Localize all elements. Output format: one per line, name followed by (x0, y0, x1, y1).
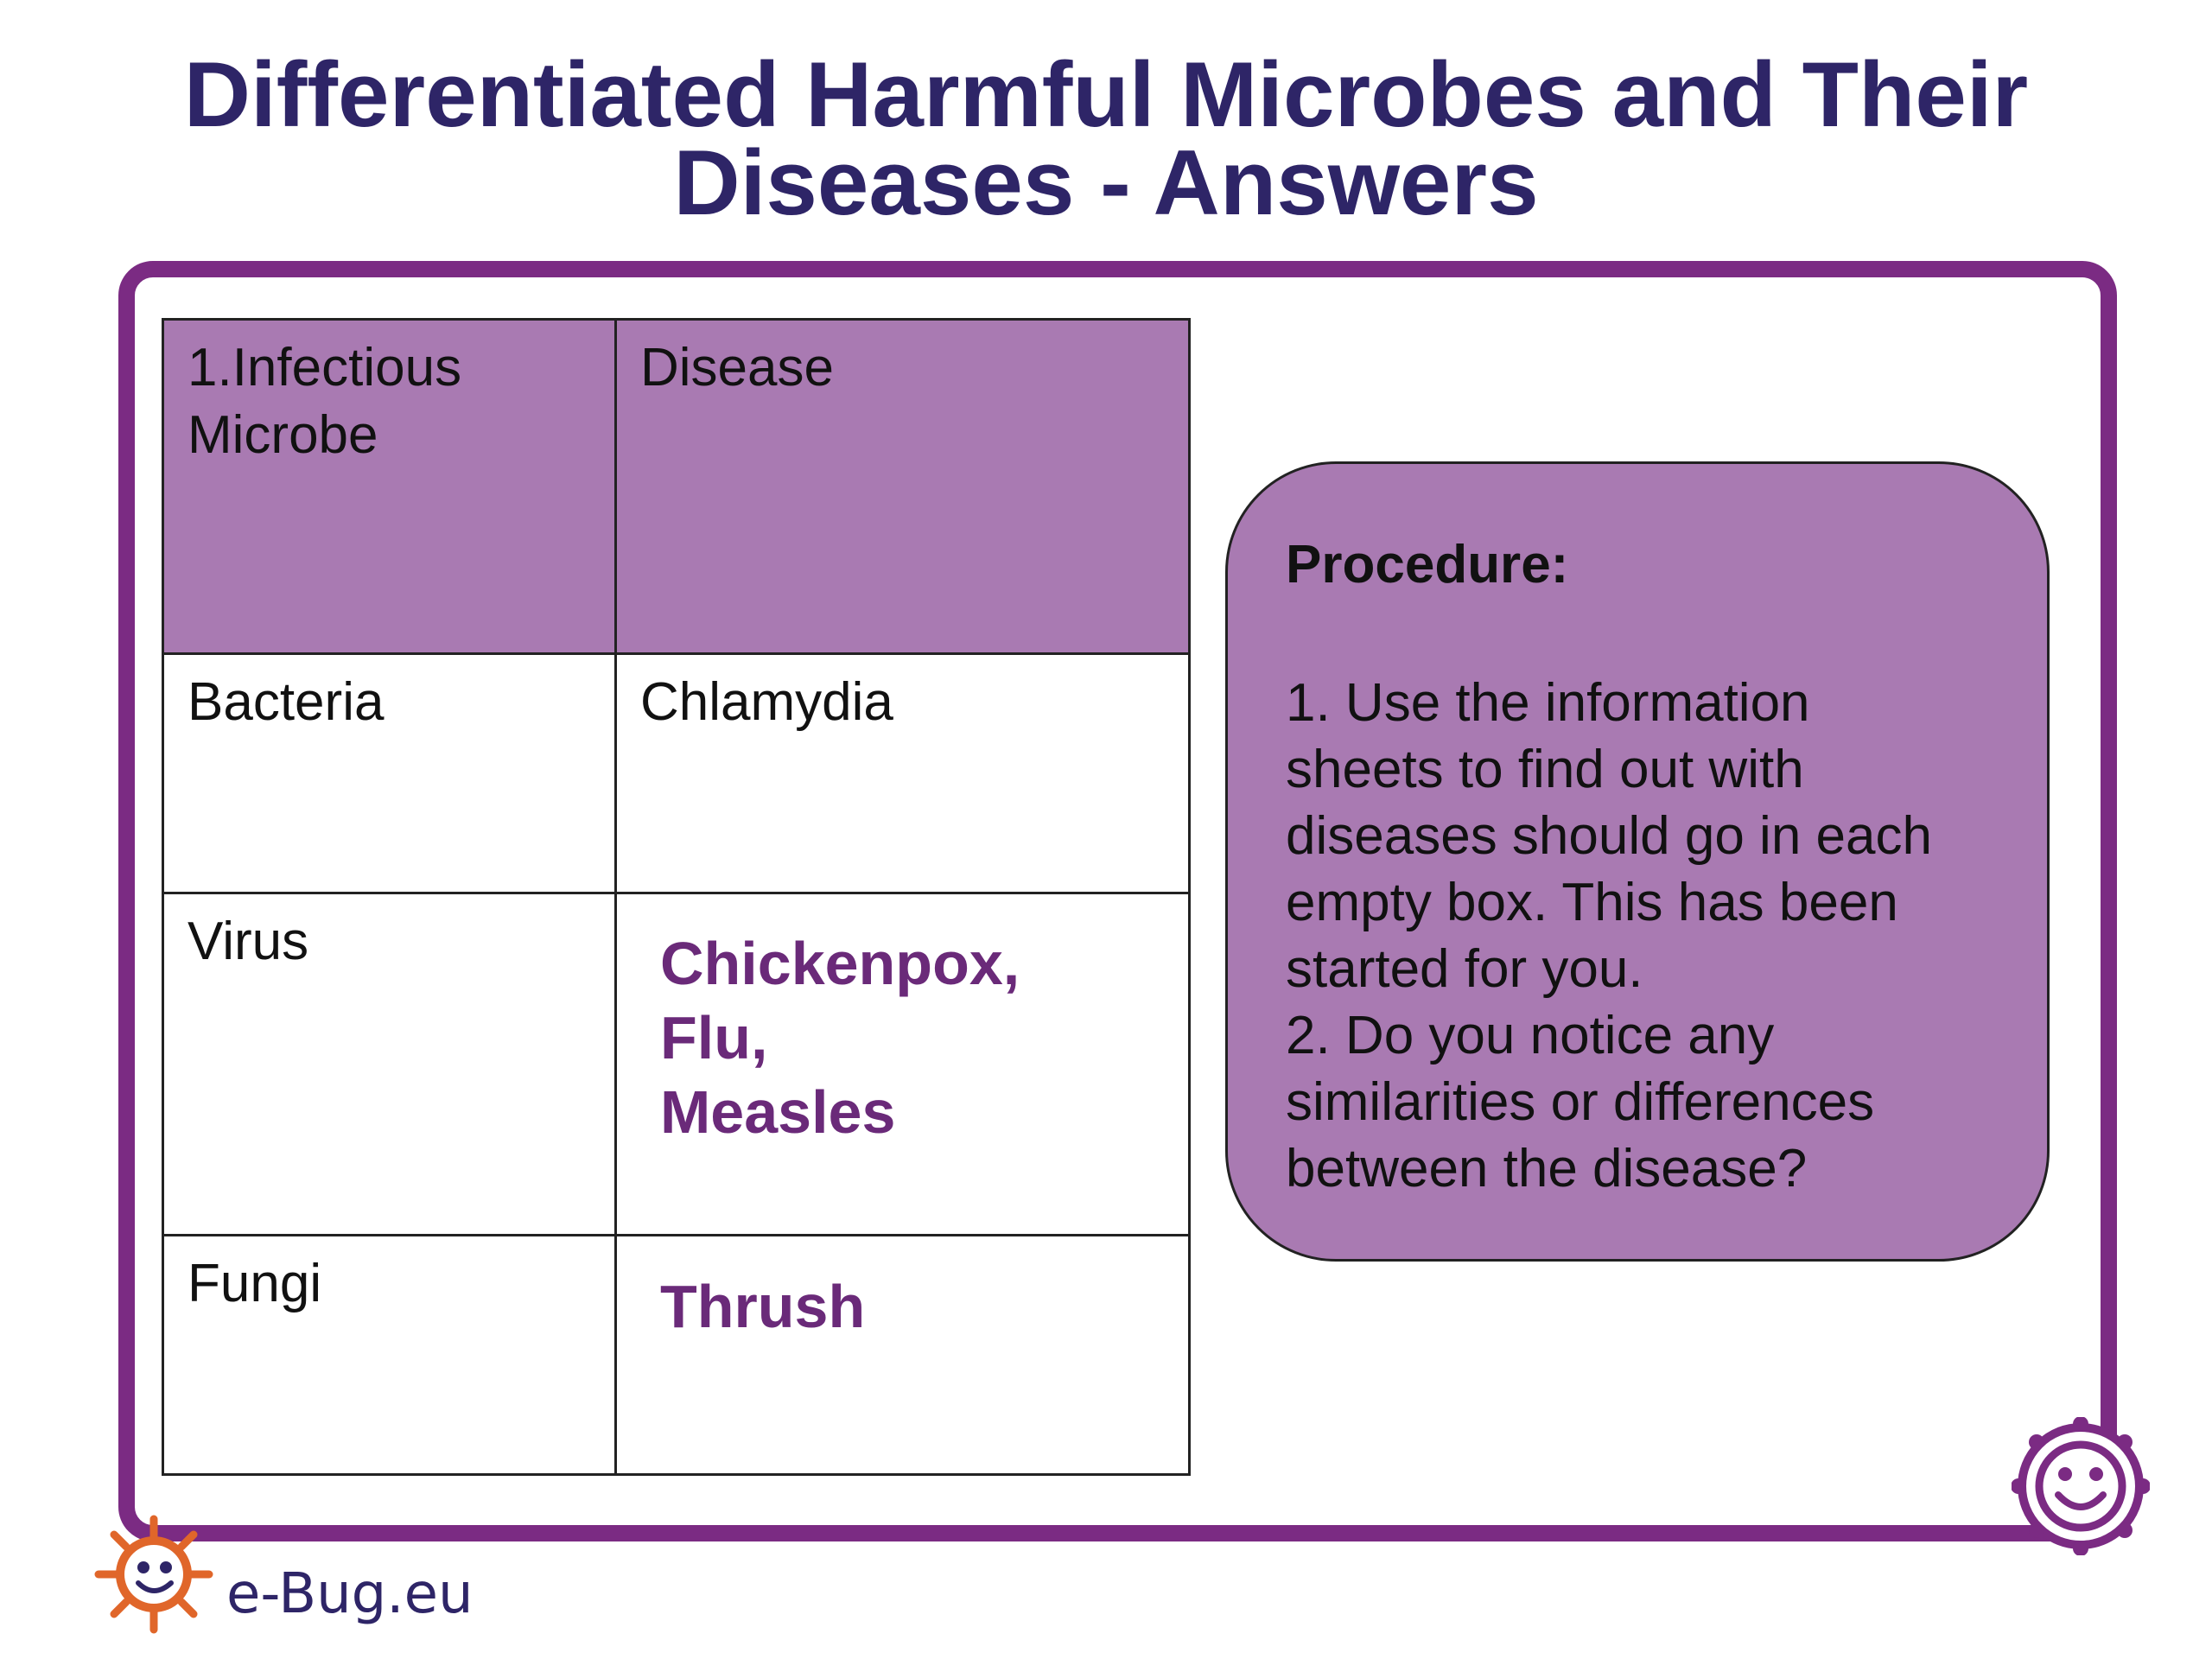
microbe-label: Virus (188, 912, 309, 971)
table-row: Fungi Thrush (162, 1234, 1191, 1476)
procedure-body: 1. Use the information sheets to find ou… (1286, 673, 1932, 1198)
procedure-title: Procedure: (1286, 535, 1569, 594)
table-row: Virus Chickenpox, Flu, Measles (162, 892, 1191, 1236)
answer-line: Chickenpox, (660, 930, 1020, 997)
header-cell-microbe: 1.Infectious Microbe (162, 318, 617, 655)
microbe-cell: Fungi (162, 1234, 617, 1476)
microbe-cell: Virus (162, 892, 617, 1236)
content-frame (118, 261, 2117, 1541)
microbe-label: Fungi (188, 1254, 322, 1313)
header-label-disease: Disease (640, 338, 834, 397)
answer-cell: Chickenpox, Flu, Measles (614, 892, 1191, 1236)
microbe-label: Bacteria (188, 672, 385, 732)
page-title: Differentiated Harmful Microbes and Thei… (0, 42, 2212, 234)
microbe-disease-table: 1.Infectious Microbe Disease Bacteria Ch… (162, 318, 1191, 1476)
answer-line: Thrush (660, 1273, 866, 1340)
header-label-microbe: 1.Infectious Microbe (188, 338, 462, 465)
ebug-logo-text: e-Bug.eu (226, 1562, 474, 1626)
disease-cell: Chlamydia (614, 652, 1191, 894)
procedure-box: Procedure: 1. Use the information sheets… (1225, 461, 2050, 1262)
answer-text: Chickenpox, Flu, Measles (660, 926, 1179, 1149)
ebug-logo-icon (94, 1515, 213, 1634)
title-line-2: Diseases - Answers (673, 130, 1539, 234)
answer-line: Measles (660, 1078, 896, 1146)
title-line-1: Differentiated Harmful Microbes and Thei… (183, 42, 2029, 146)
table-row: Bacteria Chlamydia (162, 652, 1191, 894)
disease-label: Chlamydia (640, 672, 893, 732)
answer-line: Flu, (660, 1004, 768, 1071)
ebug-corner-icon (2012, 1417, 2150, 1555)
answer-cell: Thrush (614, 1234, 1191, 1476)
microbe-cell: Bacteria (162, 652, 617, 894)
answer-text: Thrush (660, 1269, 1179, 1344)
header-cell-disease: Disease (614, 318, 1191, 655)
table-header-row: 1.Infectious Microbe Disease (162, 318, 1191, 655)
